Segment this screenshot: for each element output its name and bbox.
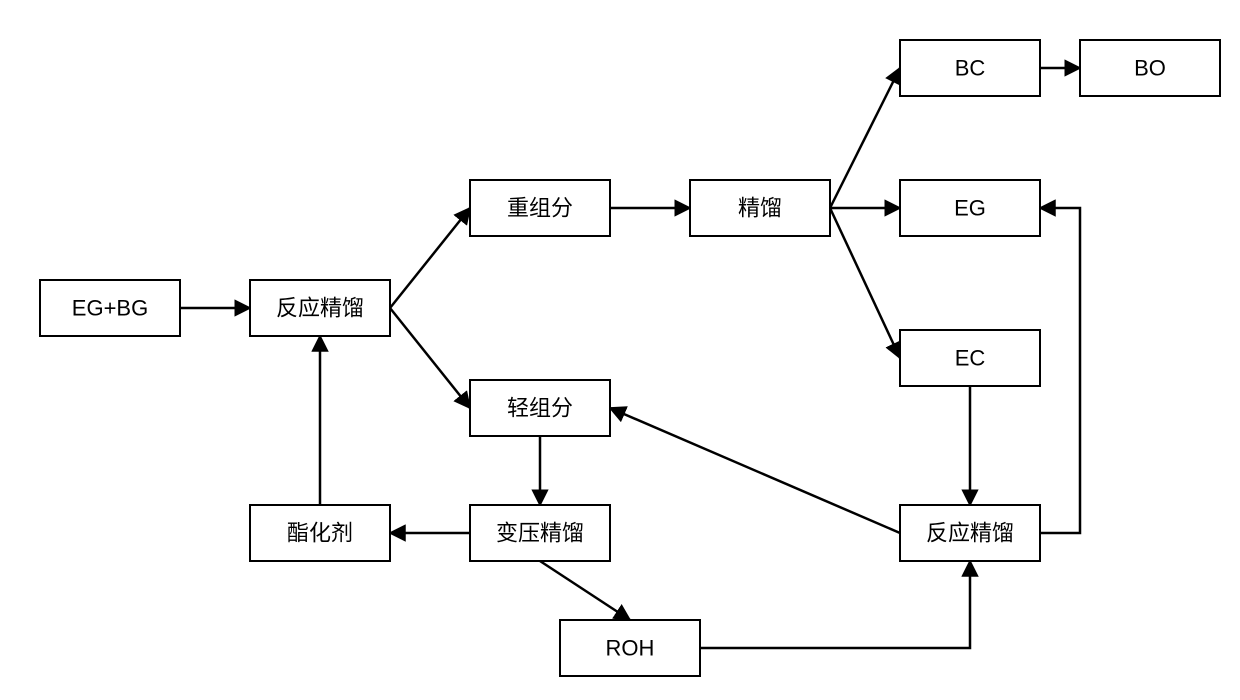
edge-dist-to-ec [830, 208, 900, 358]
node-egbg: EG+BG [40, 280, 180, 336]
edge-rd2-to-eg [1040, 208, 1080, 533]
edge-roh-to-rd2 [700, 561, 970, 648]
node-rd2-label: 反应精馏 [926, 521, 1014, 546]
nodes-group: EG+BG 反应精馏 重组分轻组分变压精馏 酯化剂 ROH 精馏 BC BO EG EC 反应精馏 [40, 40, 1220, 676]
edge-dist-to-bc [830, 68, 900, 208]
edge-rd1-to-heavy [390, 208, 470, 308]
node-light-label: 轻组分 [507, 396, 573, 421]
node-rd1: 反应精馏 [250, 280, 390, 336]
node-eg-label: EG [954, 196, 986, 221]
edge-rd2-to-light [610, 408, 900, 533]
node-dist: 精馏 [690, 180, 830, 236]
node-bc-label: BC [955, 56, 986, 81]
node-ec-label: EC [955, 346, 986, 371]
node-egbg-label: EG+BG [72, 296, 148, 321]
node-psd: 变压精馏 [470, 505, 610, 561]
node-ester: 酯化剂 [250, 505, 390, 561]
node-psd-label: 变压精馏 [496, 521, 584, 546]
node-heavy: 重组分 [470, 180, 610, 236]
node-bo: BO [1080, 40, 1220, 96]
node-heavy-label: 重组分 [507, 196, 573, 221]
node-roh-label: ROH [606, 636, 655, 661]
node-ec: EC [900, 330, 1040, 386]
node-light: 轻组分 [470, 380, 610, 436]
node-roh: ROH [560, 620, 700, 676]
edge-rd1-to-light [390, 308, 470, 408]
node-bc: BC [900, 40, 1040, 96]
edge-psd-to-roh [540, 561, 630, 620]
node-rd1-label: 反应精馏 [276, 296, 364, 321]
flowchart-canvas: EG+BG 反应精馏 重组分轻组分变压精馏 酯化剂 ROH 精馏 BC BO EG EC 反应精馏 [0, 0, 1240, 700]
node-ester-label: 酯化剂 [287, 521, 353, 546]
node-bo-label: BO [1134, 56, 1166, 81]
node-dist-label: 精馏 [738, 196, 782, 221]
node-eg: EG [900, 180, 1040, 236]
node-rd2: 反应精馏 [900, 505, 1040, 561]
